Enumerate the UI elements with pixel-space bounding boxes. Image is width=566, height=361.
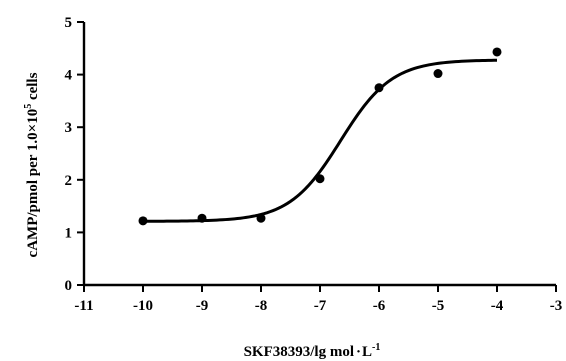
y-axis-title-tail: cells: [25, 72, 41, 103]
y-tick-label: 4: [65, 68, 73, 84]
x-tick-label: -7: [314, 298, 327, 314]
x-tick-label: -10: [133, 298, 153, 314]
y-axis-title-exponent: 5: [23, 104, 34, 109]
x-tick-label: -5: [432, 298, 445, 314]
y-tick-label: 3: [65, 120, 73, 136]
y-tick-label: 0: [65, 278, 73, 294]
data-point: [197, 213, 207, 223]
data-point: [315, 174, 325, 184]
x-axis-title-main: SKF38393/lg mol: [244, 344, 354, 360]
x-axis-title-unit: L: [362, 344, 372, 360]
x-tick-label: -8: [255, 298, 268, 314]
y-axis-title: cAMP/pmol per 1.0×105 cells: [23, 72, 41, 257]
data-point: [433, 69, 443, 79]
x-tick-label: -9: [196, 298, 209, 314]
y-axis-title-main: cAMP/pmol per 1.0×10: [25, 109, 41, 258]
x-axis-ticks: -11 -10 -9 -8 -7 -6 -5 -4 -3: [74, 285, 562, 314]
x-tick-label: -4: [491, 298, 504, 314]
data-points: [138, 47, 502, 226]
fit-curve: [142, 58, 498, 223]
x-tick-label: -6: [373, 298, 386, 314]
x-tick-label: -3: [550, 298, 563, 314]
x-axis-title-dot: ·: [356, 344, 361, 360]
data-point: [138, 216, 148, 226]
y-tick-label: 1: [65, 225, 73, 241]
x-tick-label: -11: [74, 298, 93, 314]
y-tick-label: 5: [65, 15, 73, 31]
x-axis-title-exponent: -1: [372, 342, 380, 353]
data-point: [374, 83, 384, 93]
x-axis-title: SKF38393/lg mol ·L-1: [244, 342, 381, 360]
data-point: [492, 47, 502, 57]
y-tick-label: 2: [65, 173, 73, 189]
y-axis-ticks: 0 1 2 3 4 5: [65, 15, 84, 294]
data-point: [256, 213, 266, 223]
